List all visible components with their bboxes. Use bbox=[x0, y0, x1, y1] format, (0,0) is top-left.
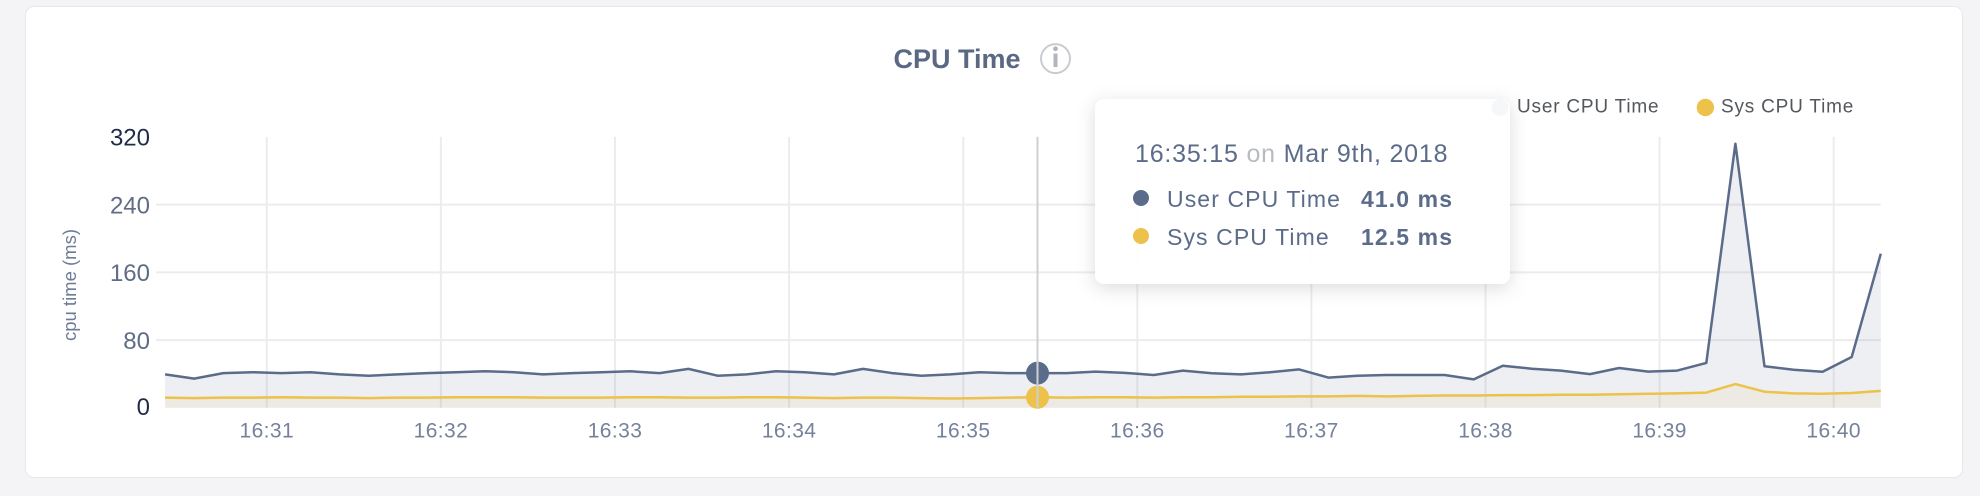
svg-text:16:33: 16:33 bbox=[588, 420, 643, 443]
svg-text:160: 160 bbox=[110, 260, 150, 287]
svg-text:16:36: 16:36 bbox=[1110, 420, 1165, 443]
svg-text:16:31: 16:31 bbox=[240, 420, 295, 443]
svg-text:Sys CPU Time: Sys CPU Time bbox=[1721, 97, 1854, 118]
svg-text:0: 0 bbox=[137, 394, 150, 421]
svg-text:320: 320 bbox=[110, 125, 150, 152]
svg-text:80: 80 bbox=[123, 328, 150, 355]
svg-text:16:32: 16:32 bbox=[414, 420, 469, 443]
svg-text:16:38: 16:38 bbox=[1458, 420, 1513, 443]
svg-text:16:40: 16:40 bbox=[1806, 420, 1861, 443]
svg-text:16:34: 16:34 bbox=[762, 420, 817, 443]
svg-text:16:39: 16:39 bbox=[1632, 420, 1687, 443]
svg-text:User CPU Time: User CPU Time bbox=[1517, 97, 1659, 118]
svg-text:240: 240 bbox=[110, 192, 150, 219]
svg-text:cpu time (ms): cpu time (ms) bbox=[59, 229, 80, 341]
svg-text:16:37: 16:37 bbox=[1284, 420, 1339, 443]
svg-text:16:35: 16:35 bbox=[936, 420, 991, 443]
